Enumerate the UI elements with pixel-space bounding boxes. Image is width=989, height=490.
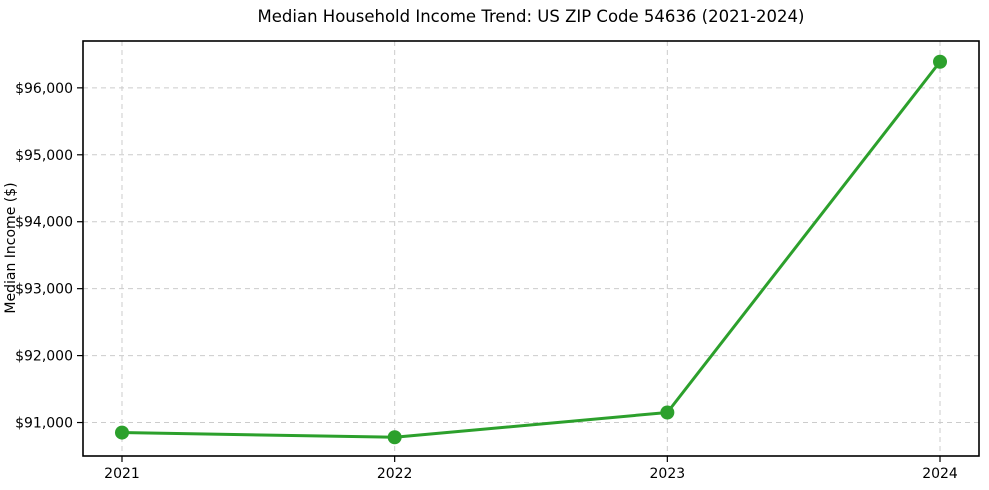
x-tick-label: 2022 <box>377 466 413 482</box>
x-tick-label: 2024 <box>922 466 958 482</box>
x-tick-label: 2023 <box>650 466 686 482</box>
plot-border <box>82 40 980 457</box>
y-tick-label: $96,000 <box>15 81 73 97</box>
y-tick-label: $94,000 <box>15 215 73 231</box>
y-axis-label: Median Income ($) <box>3 182 19 313</box>
y-tick-label: $95,000 <box>15 148 73 164</box>
data-point-2021 <box>114 425 129 440</box>
data-point-2022 <box>387 430 402 445</box>
chart-title: Median Household Income Trend: US ZIP Co… <box>257 7 805 26</box>
y-tick-label: $92,000 <box>15 349 73 365</box>
y-tick-label: $93,000 <box>15 282 73 298</box>
data-point-2023 <box>660 405 675 420</box>
income-trend-line <box>120 60 942 439</box>
y-tick-label: $91,000 <box>15 416 73 432</box>
data-point-2024 <box>933 54 948 69</box>
x-tick-label: 2021 <box>104 466 140 482</box>
